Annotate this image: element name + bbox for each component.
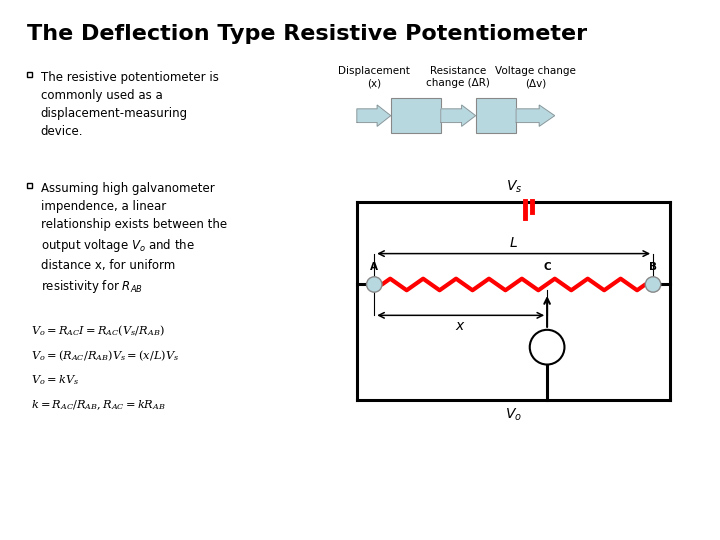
Text: $k = R_{AC}/R_{AB}, R_{AC} = kR_{AB}$: $k = R_{AC}/R_{AB}, R_{AC} = kR_{AB}$ [31,399,166,412]
Text: $V_o$: $V_o$ [505,407,522,423]
Text: The resistive potentiometer is
commonly used as a
displacement-measuring
device.: The resistive potentiometer is commonly … [40,71,218,138]
Text: Resistance
change (ΔR): Resistance change (ΔR) [426,66,490,89]
Polygon shape [441,105,475,126]
Text: C: C [544,262,551,272]
Text: $L$: $L$ [509,236,518,249]
Text: A: A [370,262,378,272]
Text: Assuming high galvanometer
impendence, a linear
relationship exists between the
: Assuming high galvanometer impendence, a… [40,182,227,295]
Text: The Deflection Type Resistive Potentiometer: The Deflection Type Resistive Potentiome… [27,24,587,44]
Polygon shape [516,105,554,126]
FancyBboxPatch shape [27,183,32,188]
Text: $V_s$: $V_s$ [506,178,522,195]
Text: $V_o = kV_s$: $V_o = kV_s$ [31,373,79,387]
Circle shape [366,277,382,292]
Polygon shape [357,105,391,126]
Text: B: B [649,262,657,272]
Text: $V_o = R_{AC}I = R_{AC}(V_s/R_{AB})$: $V_o = R_{AC}I = R_{AC}(V_s/R_{AB})$ [31,323,165,338]
Text: Voltage change
(Δv): Voltage change (Δv) [495,66,576,89]
Circle shape [530,330,564,364]
Circle shape [645,277,661,292]
FancyBboxPatch shape [27,72,32,77]
FancyBboxPatch shape [391,98,441,133]
Text: G: G [541,340,553,354]
Text: $V_o = (R_{AC}/R_{AB})V_s = (x/L)V_s$: $V_o = (R_{AC}/R_{AB})V_s = (x/L)V_s$ [31,348,179,363]
Text: Displacement
(x): Displacement (x) [338,66,410,89]
Text: $x$: $x$ [455,319,466,333]
FancyBboxPatch shape [475,98,516,133]
